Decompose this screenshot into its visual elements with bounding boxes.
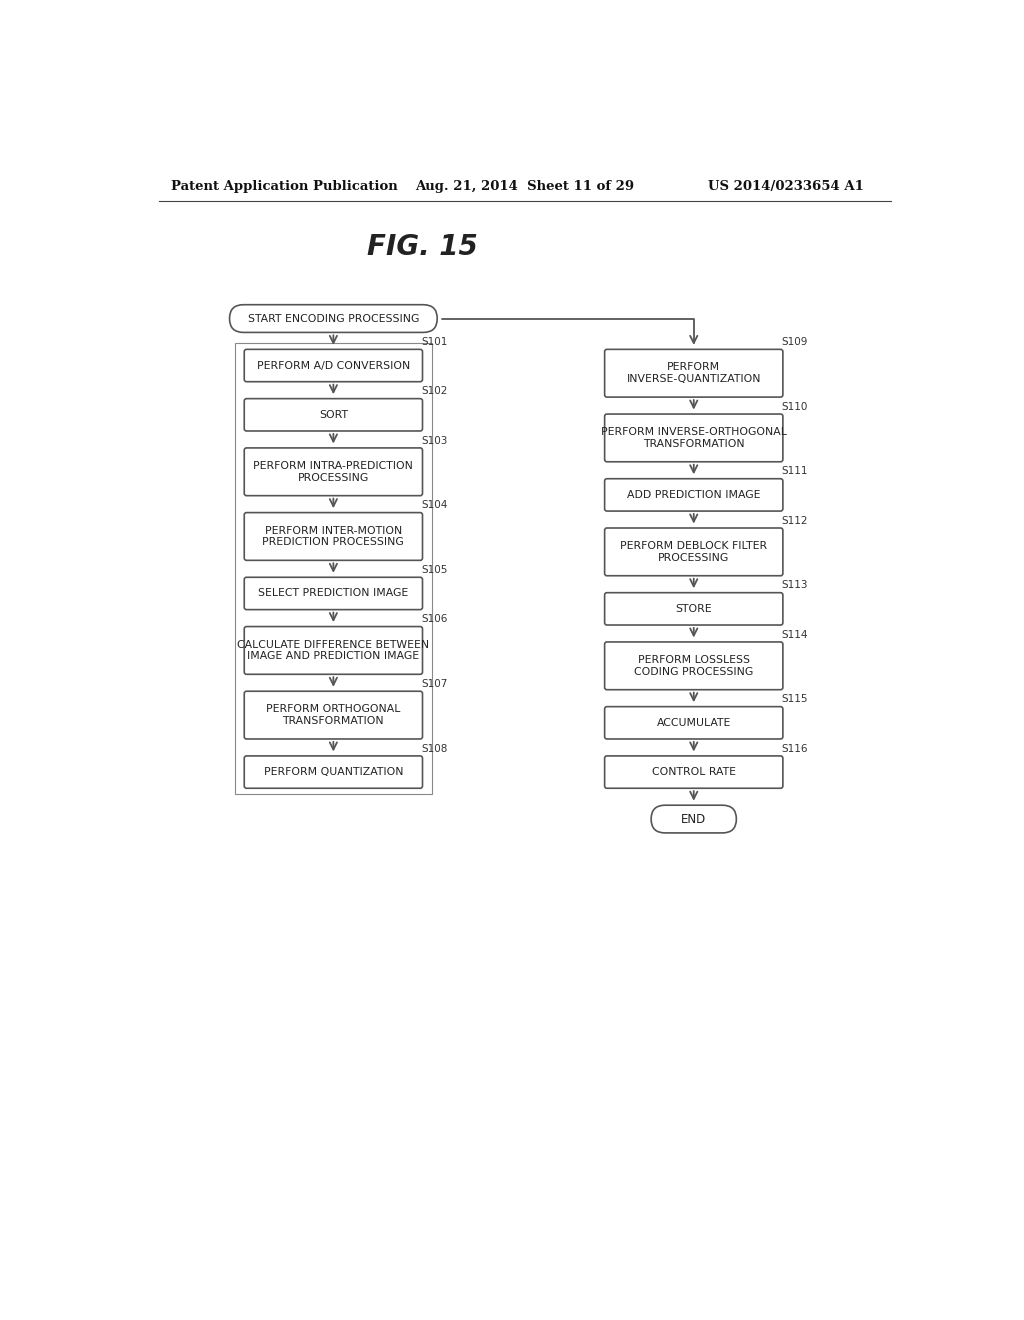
Text: PERFORM ORTHOGONAL
TRANSFORMATION: PERFORM ORTHOGONAL TRANSFORMATION xyxy=(266,705,400,726)
Text: S107: S107 xyxy=(421,678,447,689)
Text: S111: S111 xyxy=(781,466,808,477)
Text: CALCULATE DIFFERENCE BETWEEN
IMAGE AND PREDICTION IMAGE: CALCULATE DIFFERENCE BETWEEN IMAGE AND P… xyxy=(238,640,429,661)
Text: US 2014/0233654 A1: US 2014/0233654 A1 xyxy=(709,181,864,194)
Text: S114: S114 xyxy=(781,630,808,640)
Text: STORE: STORE xyxy=(676,603,712,614)
Text: PERFORM LOSSLESS
CODING PROCESSING: PERFORM LOSSLESS CODING PROCESSING xyxy=(634,655,754,677)
FancyBboxPatch shape xyxy=(604,528,783,576)
FancyBboxPatch shape xyxy=(604,706,783,739)
Text: S110: S110 xyxy=(781,401,808,412)
Text: S104: S104 xyxy=(421,500,447,511)
FancyBboxPatch shape xyxy=(245,692,423,739)
FancyBboxPatch shape xyxy=(229,305,437,333)
FancyBboxPatch shape xyxy=(245,350,423,381)
FancyBboxPatch shape xyxy=(245,577,423,610)
Text: SELECT PREDICTION IMAGE: SELECT PREDICTION IMAGE xyxy=(258,589,409,598)
FancyBboxPatch shape xyxy=(245,756,423,788)
Text: ACCUMULATE: ACCUMULATE xyxy=(656,718,731,727)
Text: S113: S113 xyxy=(781,581,808,590)
Text: S106: S106 xyxy=(421,614,447,624)
Text: FIG. 15: FIG. 15 xyxy=(368,232,478,261)
Text: S108: S108 xyxy=(421,743,447,754)
Text: END: END xyxy=(681,813,707,825)
Text: S115: S115 xyxy=(781,694,808,705)
FancyBboxPatch shape xyxy=(604,756,783,788)
FancyBboxPatch shape xyxy=(245,627,423,675)
Text: S103: S103 xyxy=(421,436,447,446)
Text: PERFORM INVERSE-ORTHOGONAL
TRANSFORMATION: PERFORM INVERSE-ORTHOGONAL TRANSFORMATIO… xyxy=(601,428,786,449)
Text: CONTROL RATE: CONTROL RATE xyxy=(651,767,736,777)
Text: ADD PREDICTION IMAGE: ADD PREDICTION IMAGE xyxy=(627,490,761,500)
Text: S109: S109 xyxy=(781,337,808,347)
FancyBboxPatch shape xyxy=(604,593,783,626)
Text: Aug. 21, 2014  Sheet 11 of 29: Aug. 21, 2014 Sheet 11 of 29 xyxy=(416,181,634,194)
Text: S112: S112 xyxy=(781,516,808,525)
FancyBboxPatch shape xyxy=(651,805,736,833)
FancyBboxPatch shape xyxy=(245,447,423,496)
Text: S105: S105 xyxy=(421,565,447,576)
FancyBboxPatch shape xyxy=(604,642,783,689)
Text: S101: S101 xyxy=(421,337,447,347)
Text: PERFORM INTRA-PREDICTION
PROCESSING: PERFORM INTRA-PREDICTION PROCESSING xyxy=(253,461,414,483)
FancyBboxPatch shape xyxy=(604,479,783,511)
Text: SORT: SORT xyxy=(318,409,348,420)
FancyBboxPatch shape xyxy=(245,399,423,430)
Text: PERFORM INTER-MOTION
PREDICTION PROCESSING: PERFORM INTER-MOTION PREDICTION PROCESSI… xyxy=(262,525,404,548)
Text: PERFORM DEBLOCK FILTER
PROCESSING: PERFORM DEBLOCK FILTER PROCESSING xyxy=(621,541,767,562)
FancyBboxPatch shape xyxy=(604,350,783,397)
Text: Patent Application Publication: Patent Application Publication xyxy=(171,181,397,194)
Text: PERFORM
INVERSE-QUANTIZATION: PERFORM INVERSE-QUANTIZATION xyxy=(627,363,761,384)
Text: PERFORM QUANTIZATION: PERFORM QUANTIZATION xyxy=(263,767,403,777)
Text: START ENCODING PROCESSING: START ENCODING PROCESSING xyxy=(248,314,419,323)
Text: S116: S116 xyxy=(781,743,808,754)
FancyBboxPatch shape xyxy=(604,414,783,462)
Text: S102: S102 xyxy=(421,387,447,396)
Text: PERFORM A/D CONVERSION: PERFORM A/D CONVERSION xyxy=(257,360,410,371)
FancyBboxPatch shape xyxy=(245,512,423,561)
